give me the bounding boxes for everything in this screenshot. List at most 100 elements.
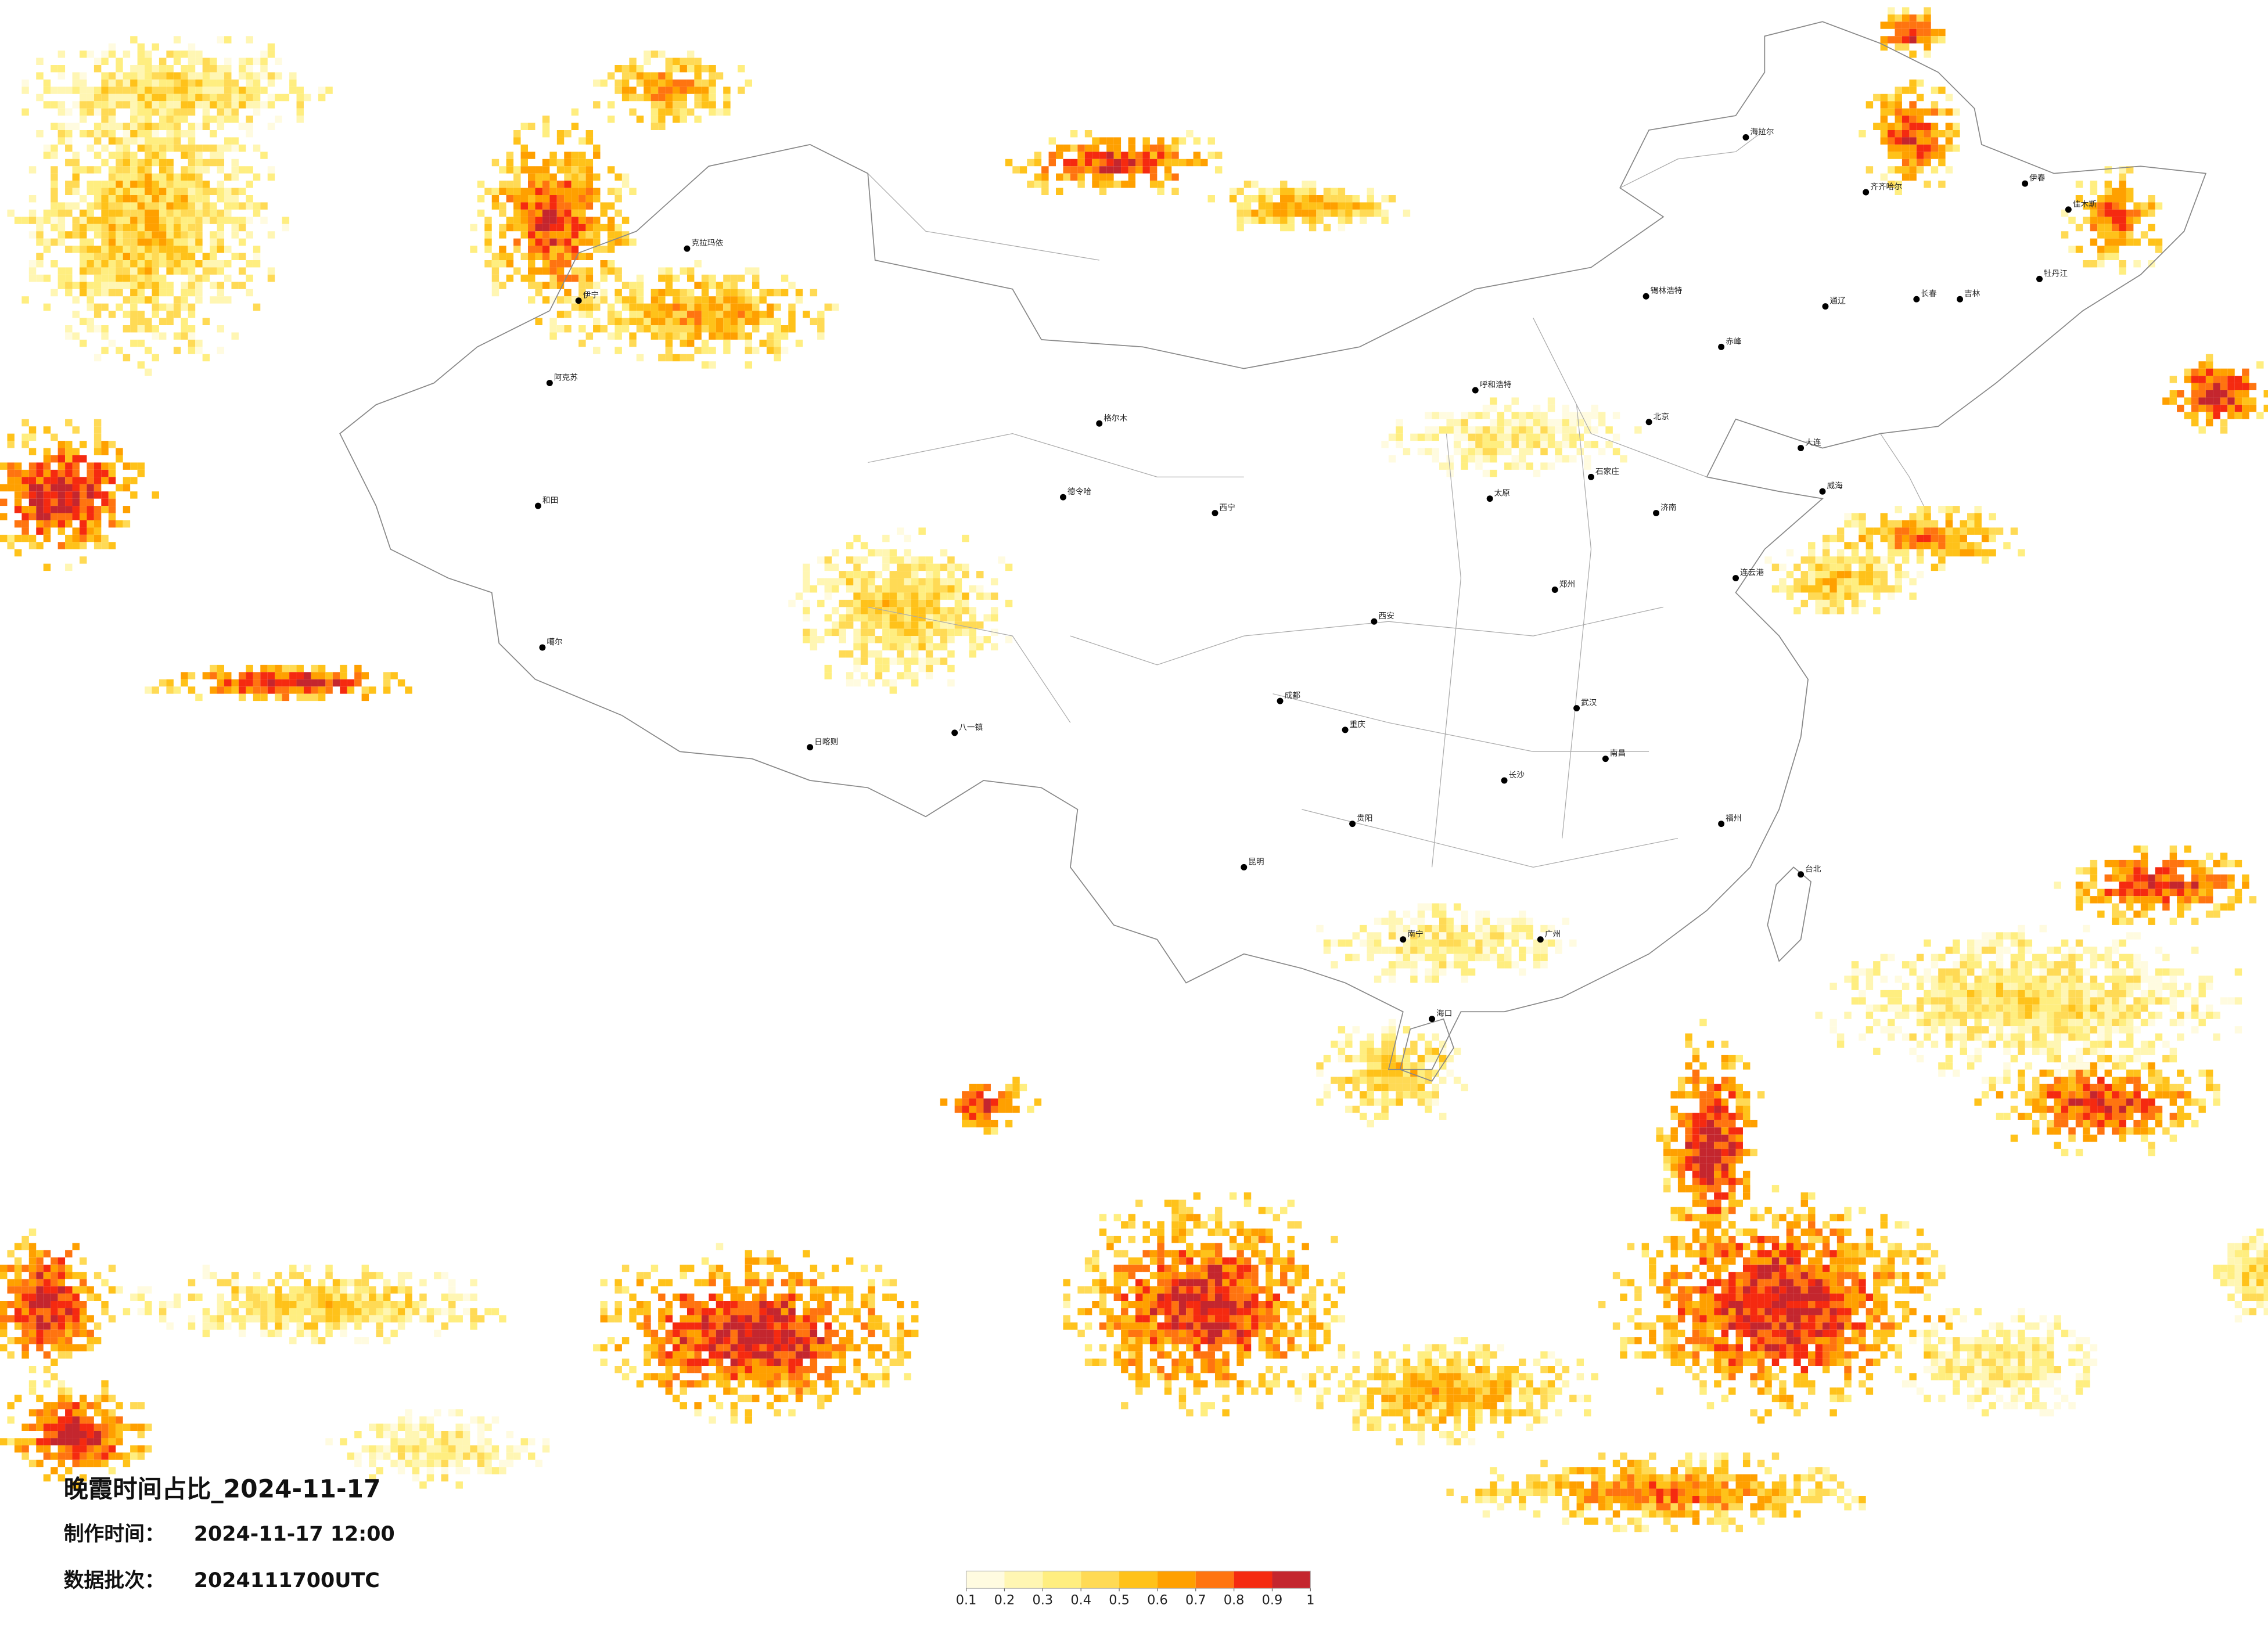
cloud-cell bbox=[1207, 1257, 1215, 1265]
cloud-cell bbox=[1750, 1510, 1757, 1518]
cloud-cell bbox=[1475, 1402, 1483, 1409]
cloud-cell bbox=[72, 513, 80, 520]
cloud-cell bbox=[1895, 137, 1902, 145]
cloud-cell bbox=[882, 679, 890, 687]
cloud-cell bbox=[1779, 1293, 1787, 1301]
cloud-cell bbox=[1706, 1250, 1715, 1258]
cloud-cell bbox=[542, 238, 550, 246]
cloud-cell bbox=[1685, 1481, 1692, 1489]
cloud-cell bbox=[1866, 1228, 1874, 1236]
cloud-cell bbox=[1273, 1351, 1281, 1359]
cloud-cell bbox=[1555, 1488, 1562, 1496]
cloud-cell bbox=[1909, 159, 1917, 167]
cloud-cell bbox=[282, 1308, 290, 1315]
cloud-cell bbox=[860, 1380, 868, 1388]
cloud-cell bbox=[1135, 1358, 1143, 1366]
cloud-cell bbox=[860, 621, 868, 629]
cloud-cell bbox=[650, 1329, 659, 1337]
cloud-cell bbox=[72, 1416, 80, 1424]
cloud-cell bbox=[2205, 368, 2213, 376]
cloud-cell bbox=[1714, 1250, 1721, 1258]
cloud-cell bbox=[600, 1301, 608, 1308]
cloud-cell bbox=[43, 1431, 51, 1438]
cloud-cell bbox=[1793, 1373, 1801, 1380]
cloud-cell bbox=[65, 455, 73, 463]
cloud-cell bbox=[1142, 1315, 1150, 1323]
cloud-cell bbox=[2075, 888, 2083, 897]
cloud-cell bbox=[1294, 1308, 1302, 1315]
cloud-cell bbox=[1584, 1394, 1591, 1402]
cloud-cell bbox=[1728, 1496, 1736, 1503]
cloud-cell bbox=[1135, 166, 1143, 174]
cloud-cell bbox=[882, 614, 890, 622]
cloud-cell bbox=[1453, 1358, 1461, 1366]
cloud-cell bbox=[803, 578, 810, 585]
cloud-cell bbox=[210, 1315, 217, 1323]
cloud-cell bbox=[868, 1286, 875, 1294]
cloud-cell bbox=[65, 1452, 73, 1460]
cloud-cell bbox=[260, 693, 268, 702]
cloud-cell bbox=[1432, 1423, 1439, 1431]
cloud-cell bbox=[311, 672, 318, 679]
cloud-cell bbox=[1670, 1337, 1678, 1344]
cloud-cell bbox=[1779, 1503, 1787, 1510]
cloud-cell bbox=[1916, 93, 1924, 102]
cloud-cell bbox=[1149, 1228, 1158, 1236]
cloud-cell bbox=[2184, 397, 2192, 405]
cloud-cell bbox=[57, 1301, 66, 1308]
cloud-cell bbox=[578, 282, 586, 289]
cloud-cell bbox=[0, 534, 8, 542]
cloud-cell bbox=[1591, 1373, 1598, 1380]
cloud-cell bbox=[1178, 1207, 1187, 1214]
cloud-cell bbox=[658, 267, 666, 275]
cloud-cell bbox=[860, 614, 868, 622]
cloud-cell bbox=[1728, 1127, 1736, 1135]
cloud-cell bbox=[1859, 520, 1866, 528]
cloud-cell bbox=[1201, 1402, 1208, 1409]
cloud-cell bbox=[1822, 1488, 1830, 1496]
cloud-cell bbox=[1012, 1077, 1020, 1084]
cloud-cell bbox=[1685, 1503, 1692, 1510]
cloud-cell bbox=[1742, 1315, 1751, 1323]
cloud-cell bbox=[1909, 130, 1917, 138]
cloud-cell bbox=[1866, 1322, 1874, 1330]
cloud-cell bbox=[673, 1373, 680, 1380]
cloud-cell bbox=[65, 1409, 73, 1417]
cloud-cell bbox=[1207, 1293, 1215, 1301]
cloud-cell bbox=[2126, 1127, 2134, 1135]
cloud-cell bbox=[1128, 1272, 1135, 1279]
cloud-cell bbox=[1888, 130, 1895, 138]
cloud-cell bbox=[28, 1438, 37, 1445]
cloud-cell bbox=[1699, 1178, 1707, 1185]
cloud-cell bbox=[781, 289, 789, 297]
cloud-cell bbox=[542, 282, 550, 289]
cloud-cell bbox=[1374, 1358, 1382, 1366]
cloud-cell bbox=[694, 325, 702, 333]
cloud-cell bbox=[810, 628, 818, 636]
cloud-cell bbox=[1432, 1358, 1439, 1366]
cloud-cell bbox=[1663, 1337, 1671, 1344]
cloud-cell bbox=[1041, 173, 1049, 181]
cloud-cell bbox=[897, 1358, 904, 1366]
cloud-cell bbox=[680, 1264, 687, 1272]
cloud-cell bbox=[1742, 1452, 1751, 1460]
cloud-cell bbox=[1670, 1207, 1678, 1214]
cloud-cell bbox=[1888, 1257, 1895, 1265]
cloud-cell bbox=[701, 347, 709, 354]
cloud-cell bbox=[528, 166, 535, 174]
cloud-cell bbox=[1280, 1366, 1288, 1373]
cloud-cell bbox=[1888, 1264, 1895, 1272]
cloud-cell bbox=[1931, 542, 1939, 549]
cloud-cell bbox=[701, 1279, 709, 1287]
cloud-cell bbox=[1699, 1459, 1707, 1467]
cloud-cell bbox=[65, 1387, 73, 1395]
cloud-cell bbox=[1106, 1243, 1114, 1250]
cloud-cell bbox=[2119, 1077, 2126, 1084]
cloud-cell bbox=[571, 217, 579, 224]
cloud-cell bbox=[1735, 1127, 1743, 1135]
cloud-cell bbox=[745, 1409, 753, 1417]
cloud-cell bbox=[1157, 1373, 1164, 1380]
cloud-cell bbox=[990, 1120, 998, 1128]
cloud-cell bbox=[1316, 1322, 1324, 1330]
cloud-cell bbox=[65, 520, 73, 528]
